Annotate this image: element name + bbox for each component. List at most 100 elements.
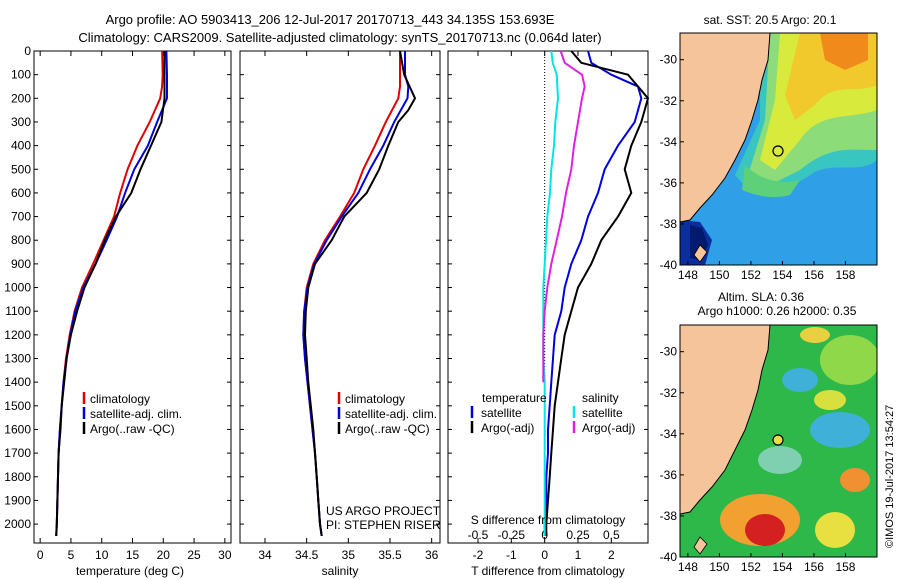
series-line-argo	[545, 50, 649, 536]
map-y-tick-label: -30	[660, 53, 678, 67]
map-y-tick-label: -34	[660, 427, 678, 441]
map-x-tick-label: 158	[835, 268, 855, 282]
x-tick-label: 20	[157, 548, 171, 562]
x-tick-label: 1	[575, 548, 582, 562]
sst-map-frame	[679, 32, 878, 266]
y-tick-label: 200	[11, 91, 31, 105]
salinity-xlabel: salinity	[322, 564, 359, 578]
sla-map	[679, 324, 878, 558]
map-y-tick-label: -32	[660, 386, 678, 400]
series-line-satellite	[55, 50, 168, 536]
legend-label-argo: Argo(..raw -QC)	[90, 422, 175, 436]
land-mass	[680, 33, 771, 223]
legend-label-climatology: climatology	[345, 392, 405, 406]
legend-label-t-argo: Argo(-adj)	[481, 421, 534, 435]
sla-map-title: Altim. SLA: 0.36	[718, 290, 804, 304]
y-tick-label: 300	[11, 115, 31, 129]
y-tick-label: 800	[11, 233, 31, 247]
s-tick-label: -0.25	[498, 528, 526, 542]
x-tick-label: -2	[473, 548, 484, 562]
x-tick-label: 36	[425, 548, 439, 562]
sst-map-title: sat. SST: 20.5 Argo: 20.1	[704, 13, 837, 27]
difference-xlabel: T difference from climatology	[471, 564, 625, 578]
y-tick-label: 1900	[4, 493, 31, 507]
legend-label-s-argo: Argo(-adj)	[582, 421, 635, 435]
series-line-salinity-satellite	[542, 50, 559, 536]
legend-label-argo: Argo(..raw -QC)	[345, 422, 430, 436]
x-tick-label: 34	[258, 548, 272, 562]
legend-header-salinity: salinity	[582, 391, 619, 405]
legend-label-climatology: climatology	[90, 392, 150, 406]
map-x-tick-label: 156	[804, 268, 824, 282]
x-tick-label: 30	[218, 548, 232, 562]
x-tick-label: 10	[95, 548, 109, 562]
y-tick-label: 700	[11, 210, 31, 224]
map-x-tick-label: 154	[772, 268, 792, 282]
map-x-tick-label: 148	[678, 268, 698, 282]
y-tick-label: 1000	[4, 281, 31, 295]
y-tick-label: 1500	[4, 399, 31, 413]
salinity-legend: climatology satellite-adj. clim. Argo(..…	[337, 392, 437, 436]
sst-map	[679, 32, 878, 266]
s-tick-label: 0.25	[566, 528, 590, 542]
pi-credit: PI: STEPHEN RISER	[326, 518, 441, 532]
difference-xlabel-top: S difference from climatology	[471, 513, 626, 527]
island	[693, 244, 708, 263]
land-mass	[680, 325, 771, 515]
map-x-tick-label: 152	[741, 560, 761, 574]
x-tick-label: 25	[187, 548, 201, 562]
y-tick-label: 500	[11, 162, 31, 176]
legend-label-satellite: satellite-adj. clim.	[90, 407, 182, 421]
s-tick-label: 0.5	[603, 528, 620, 542]
map-x-tick-label: 152	[741, 268, 761, 282]
series-line-climatology	[55, 50, 164, 536]
project-credit: US ARGO PROJECT	[326, 504, 441, 518]
header-line-2: Climatology: CARS2009. Satellite-adjuste…	[78, 30, 601, 45]
map-x-tick-label: 156	[804, 560, 824, 574]
legend-label-s-satellite: satellite	[582, 406, 623, 420]
x-tick-label: 2	[608, 548, 615, 562]
temperature-series	[55, 50, 168, 536]
header-line-1: Argo profile: AO 5903413_206 12-Jul-2017…	[106, 12, 555, 27]
legend-label-t-satellite: satellite	[481, 406, 522, 420]
difference-plot-frame	[447, 50, 649, 544]
map-x-tick-label: 154	[772, 560, 792, 574]
map-y-tick-label: -40	[660, 550, 678, 564]
sst-map-field	[680, 33, 877, 265]
y-tick-label: 600	[11, 186, 31, 200]
y-tick-label: 1400	[4, 375, 31, 389]
series-line-satellite	[302, 51, 410, 537]
island	[693, 536, 708, 555]
series-line-satellite	[543, 50, 643, 536]
map-x-tick-label: 158	[835, 560, 855, 574]
sla-map-field	[680, 325, 877, 557]
legend-header-temperature: temperature	[482, 391, 547, 405]
temperature-axes: 0 5 10 15 20 25 300100200300400500600700800900…	[4, 44, 232, 562]
series-line-salinity-argo	[542, 50, 586, 383]
y-tick-label: 1800	[4, 470, 31, 484]
y-tick-label: 900	[11, 257, 31, 271]
y-tick-label: 2000	[4, 517, 31, 531]
y-tick-label: 1700	[4, 446, 31, 460]
series-line-argo	[304, 50, 416, 537]
s-tick-label: -0.5	[468, 528, 489, 542]
y-tick-label: 1100	[5, 304, 31, 318]
map-y-tick-label: -38	[660, 217, 678, 231]
series-line-climatology	[302, 51, 401, 537]
salinity-axes: 34 34.5 35 35.5 36	[240, 50, 440, 562]
map-x-tick-label: 148	[678, 560, 698, 574]
timestamp-stamp: ©IMOS 19-Jul-2017 13:54:27	[884, 405, 896, 548]
difference-series	[542, 50, 649, 536]
x-tick-label: 35	[342, 548, 356, 562]
map-x-tick-label: 150	[709, 560, 729, 574]
legend-label-satellite: satellite-adj. clim.	[345, 407, 437, 421]
sla-map-frame	[679, 324, 878, 558]
float-position-marker	[772, 434, 784, 446]
salinity-series	[302, 50, 416, 537]
map-y-tick-label: -40	[660, 258, 678, 272]
y-tick-label: 0	[24, 44, 31, 58]
sla-map-subtitle: Argo h1000: 0.26 h2000: 0.35	[698, 304, 857, 318]
